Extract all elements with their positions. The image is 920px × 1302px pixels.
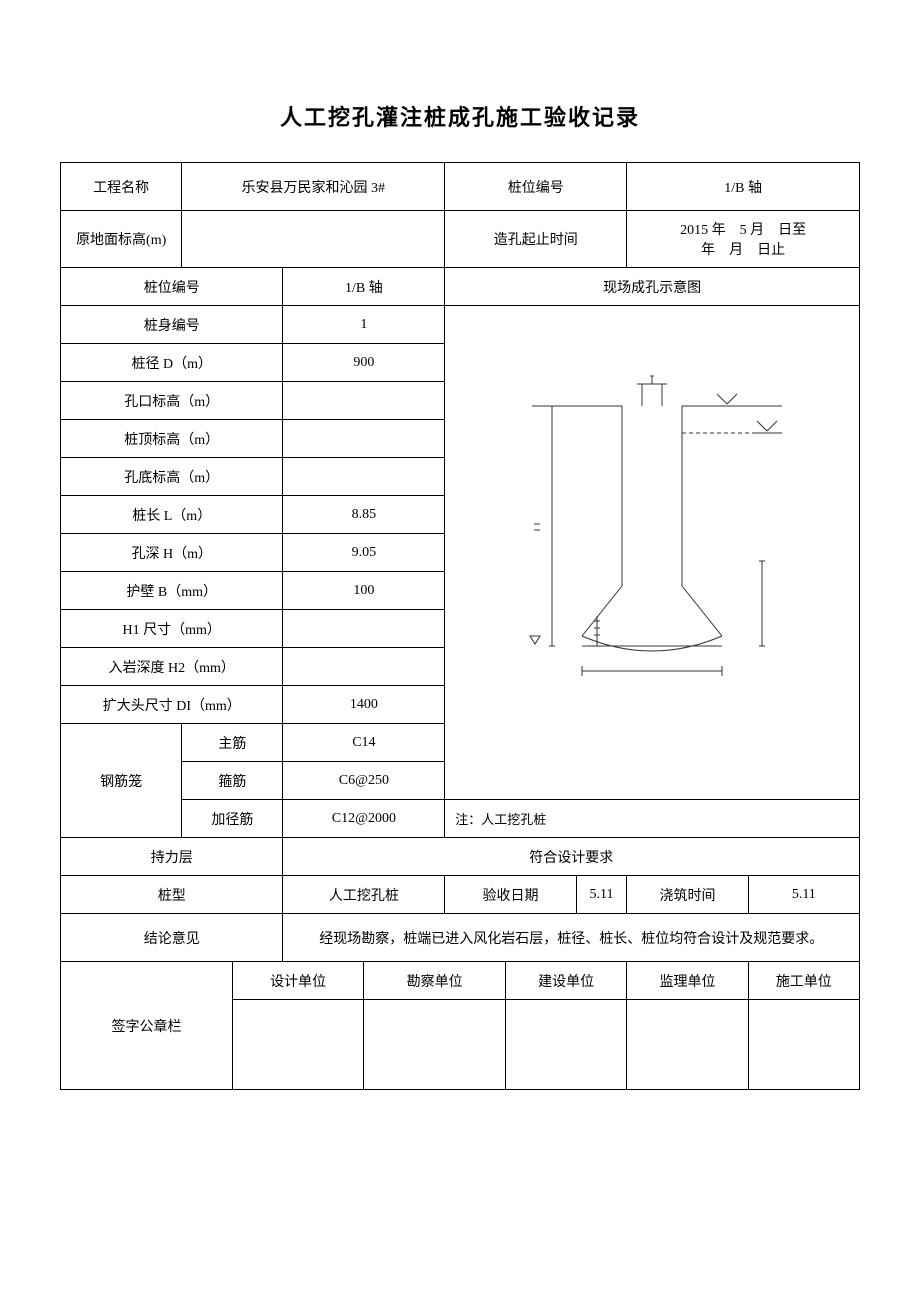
cage-extra-label: 加径筋: [182, 800, 283, 838]
cage-label: 钢筋笼: [61, 724, 182, 838]
accept-date-label: 验收日期: [445, 876, 576, 914]
pile-type-value: 人工挖孔桩: [283, 876, 445, 914]
enlarge-label: 扩大头尺寸 DI（mm）: [61, 686, 283, 724]
depth-label: 孔深 H（m）: [61, 534, 283, 572]
form-table: 工程名称 乐安县万民家和沁园 3# 桩位编号 1/B 轴 原地面标高(m) 造孔…: [60, 162, 860, 1090]
sig-col-3: 监理单位: [627, 962, 748, 1000]
drill-time-label: 造孔起止时间: [445, 211, 627, 268]
section-pile-no-value: 1/B 轴: [283, 268, 445, 306]
wall-value: 100: [283, 572, 445, 610]
body-no-label: 桩身编号: [61, 306, 283, 344]
section-pile-no-label: 桩位编号: [61, 268, 283, 306]
conclusion-value: 经现场勘察，桩端已进入风化岩石层，桩径、桩长、桩位均符合设计及规范要求。: [283, 914, 860, 962]
pour-time-label: 浇筑时间: [627, 876, 748, 914]
bottom-elev-label: 孔底标高（m）: [61, 458, 283, 496]
body-no-value: 1: [283, 306, 445, 344]
pile-type-label: 桩型: [61, 876, 283, 914]
pile-diagram: [472, 306, 832, 736]
pour-time-value: 5.11: [748, 876, 859, 914]
diameter-label: 桩径 D（m）: [61, 344, 283, 382]
cage-stirrup-label: 箍筋: [182, 762, 283, 800]
conclusion-label: 结论意见: [61, 914, 283, 962]
cage-main-value: C14: [283, 724, 445, 762]
bearing-label: 持力层: [61, 838, 283, 876]
diameter-value: 900: [283, 344, 445, 382]
length-value: 8.85: [283, 496, 445, 534]
bottom-elev-value: [283, 458, 445, 496]
enlarge-value: 1400: [283, 686, 445, 724]
cage-main-label: 主筋: [182, 724, 283, 762]
project-label: 工程名称: [61, 163, 182, 211]
top-elev-label: 桩顶标高（m）: [61, 420, 283, 458]
cage-extra-value: C12@2000: [283, 800, 445, 838]
sig-col-0: 设计单位: [232, 962, 363, 1000]
pile-no-value: 1/B 轴: [627, 163, 860, 211]
cage-stirrup-value: C6@250: [283, 762, 445, 800]
drill-time-value: 2015 年 5 月 日至 年 月 日止: [627, 211, 860, 268]
sig-cell-1: [364, 1000, 506, 1090]
sig-cell-2: [505, 1000, 626, 1090]
hole-elev-value: [283, 382, 445, 420]
section-diagram-label: 现场成孔示意图: [445, 268, 860, 306]
h1-value: [283, 610, 445, 648]
signature-label: 签字公章栏: [61, 962, 233, 1090]
pile-no-label: 桩位编号: [445, 163, 627, 211]
length-label: 桩长 L（m）: [61, 496, 283, 534]
sig-col-1: 勘察单位: [364, 962, 506, 1000]
rock-depth-value: [283, 648, 445, 686]
sig-col-4: 施工单位: [748, 962, 859, 1000]
h1-label: H1 尺寸（mm）: [61, 610, 283, 648]
hole-elev-label: 孔口标高（m）: [61, 382, 283, 420]
bearing-value: 符合设计要求: [283, 838, 860, 876]
depth-value: 9.05: [283, 534, 445, 572]
diagram-note: 注：人工挖孔桩: [445, 800, 860, 838]
sig-cell-0: [232, 1000, 363, 1090]
accept-date-value: 5.11: [576, 876, 627, 914]
ground-level-label: 原地面标高(m): [61, 211, 182, 268]
wall-label: 护壁 B（mm）: [61, 572, 283, 610]
sig-col-2: 建设单位: [505, 962, 626, 1000]
rock-depth-label: 入岩深度 H2（mm）: [61, 648, 283, 686]
sig-cell-3: [627, 1000, 748, 1090]
page-title: 人工挖孔灌注桩成孔施工验收记录: [60, 100, 860, 132]
project-value: 乐安县万民家和沁园 3#: [182, 163, 445, 211]
top-elev-value: [283, 420, 445, 458]
sig-cell-4: [748, 1000, 859, 1090]
diagram-cell: [445, 306, 860, 800]
ground-level-value: [182, 211, 445, 268]
